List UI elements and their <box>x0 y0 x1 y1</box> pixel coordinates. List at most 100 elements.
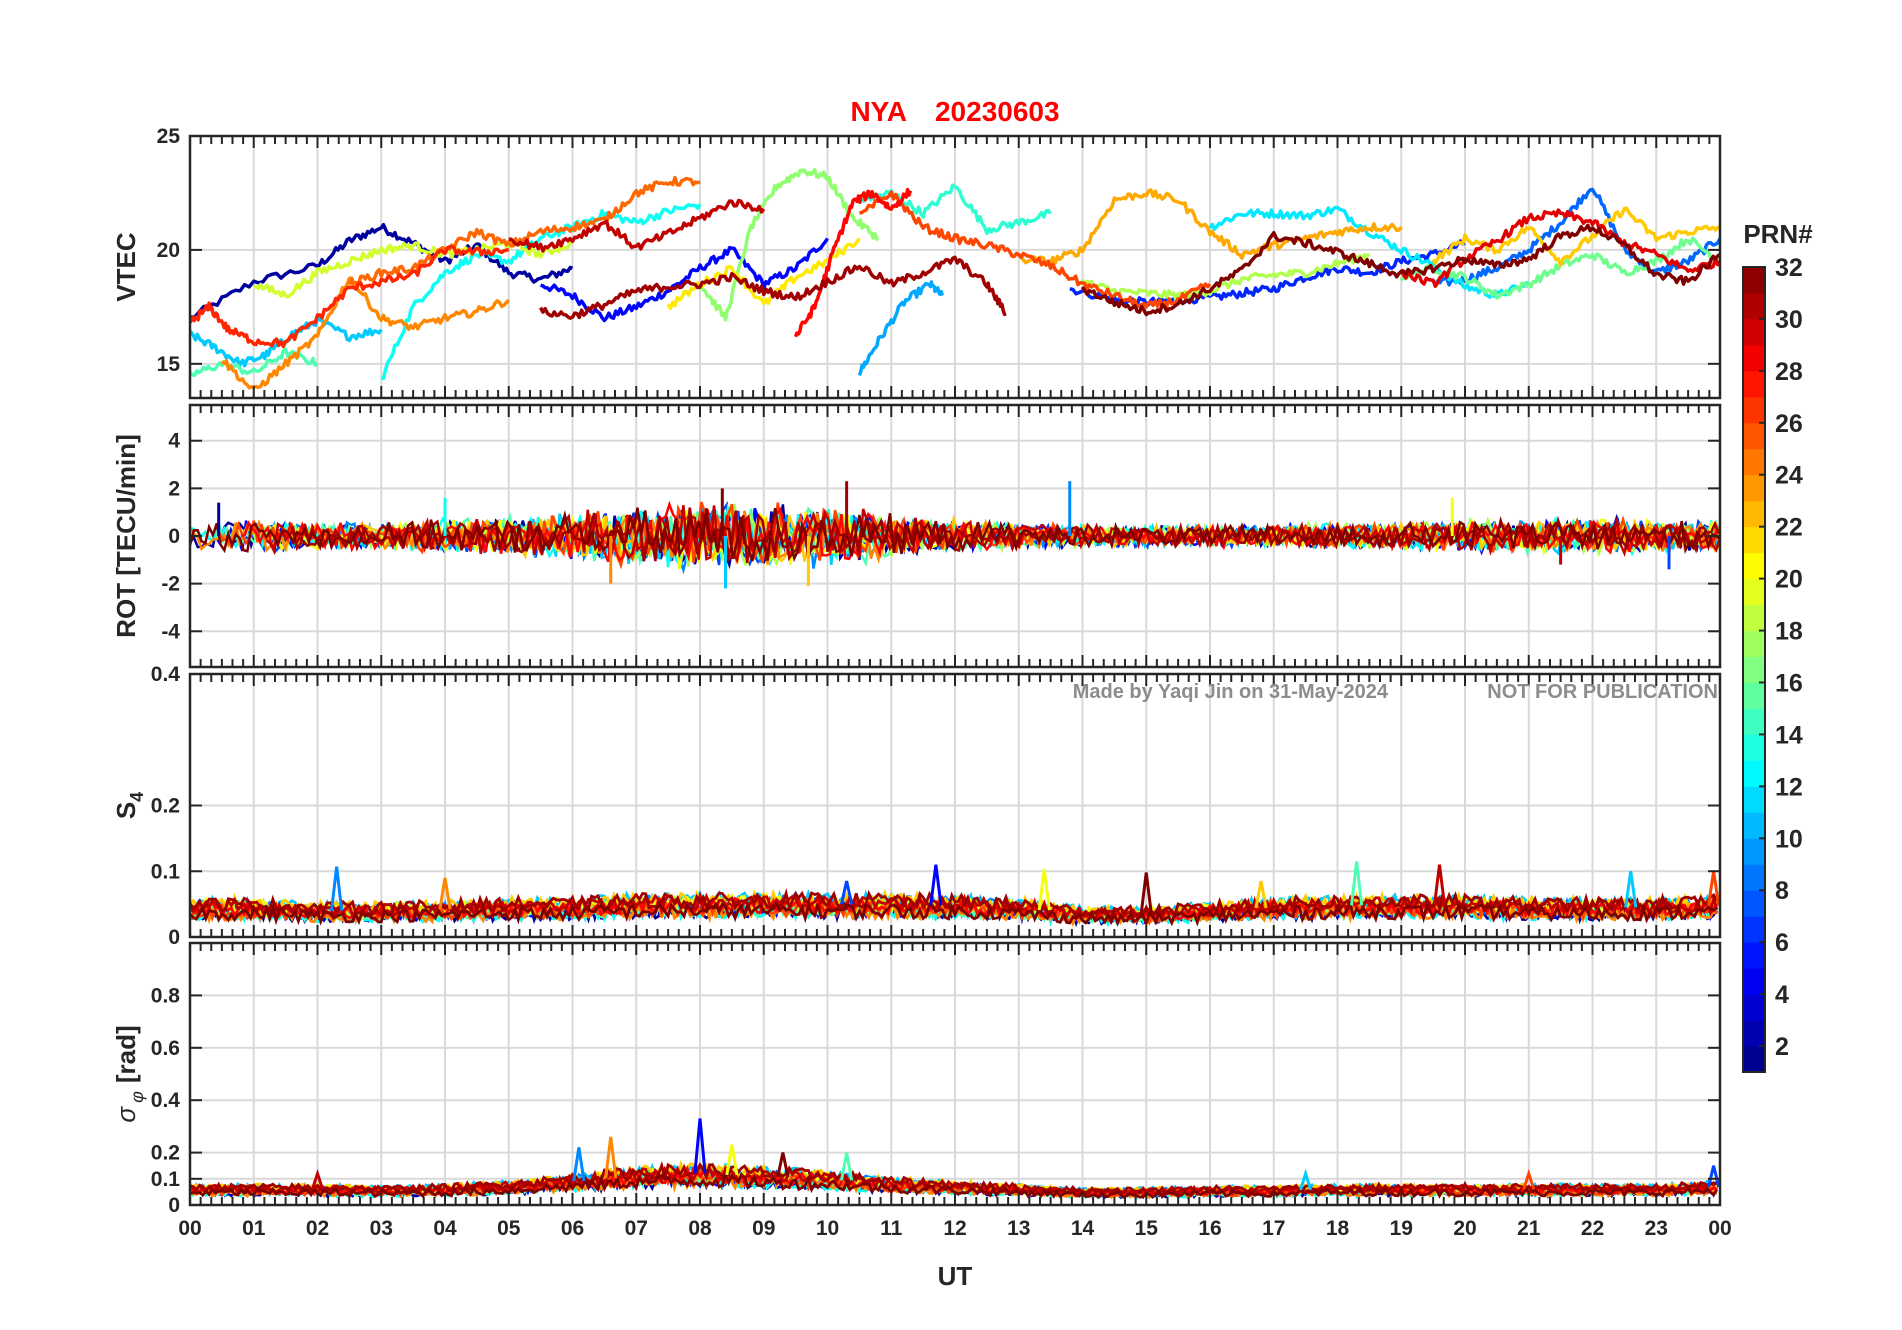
colorbar-tick-label: 10 <box>1775 825 1803 853</box>
y-tick-label-sigma_phi: 0.6 <box>151 1037 180 1060</box>
y-tick-label-rot: 4 <box>168 430 180 453</box>
sigma_phi-spike <box>840 1152 854 1181</box>
x-tick-label: 12 <box>943 1217 966 1240</box>
unit-rad: [rad] <box>111 1025 141 1083</box>
y-tick-label-sigma_phi: 0.8 <box>151 984 181 1007</box>
colorbar-tick-label: 26 <box>1775 410 1803 438</box>
colorbar-tick-label: 32 <box>1775 254 1803 282</box>
y-axis-label-rot: ROT [TECU/min] <box>111 434 141 638</box>
s4-spike <box>1037 869 1051 911</box>
x-tick-label: 07 <box>625 1217 648 1240</box>
watermark-author: Made by Yaqi Jin on 31-May-2024 <box>1073 681 1389 703</box>
title-date: 20230603 <box>935 96 1060 127</box>
x-tick-labels: 00 01 02 03 04 05 06 07 08 09 10 11 12 13 14 15 16 17 18 19… <box>178 1217 1731 1240</box>
panel-rot: -4 -2 0 2 4 ROT [TECU/min] <box>111 403 1722 669</box>
colorbar-frame <box>1742 266 1766 1073</box>
colorbar-segment <box>1743 864 1765 891</box>
colorbar-segment <box>1743 760 1765 787</box>
sigma_phi-spike <box>1707 1165 1720 1188</box>
colorbar-tick-label: 24 <box>1775 462 1803 490</box>
x-tick-label: 22 <box>1581 1217 1604 1240</box>
colorbar-tick-label: 20 <box>1775 566 1803 594</box>
sigma_phi-spike <box>310 1168 325 1190</box>
x-tick-label: 21 <box>1517 1217 1541 1240</box>
y-tick-label-vtec: 20 <box>157 239 180 262</box>
vtec-line-prn-12 <box>1208 205 1530 299</box>
vtec-line-prn-2 <box>190 222 573 319</box>
x-tick-label: 10 <box>816 1217 839 1240</box>
colorbar-segment <box>1743 370 1765 398</box>
panel-s4-ticks: 0 0.1 0.2 0.4 <box>151 663 1721 949</box>
y-tick-label-sigma_phi: 0.2 <box>151 1142 180 1165</box>
colorbar-tick-label: 6 <box>1775 929 1789 957</box>
vtec-line-prn-24 <box>220 276 511 390</box>
vtec-line-prn-27 <box>190 244 509 349</box>
sigma_phi-spike <box>604 1136 618 1179</box>
colorbar-tick-label: 30 <box>1775 306 1803 334</box>
vtec-line-prn-13 <box>381 203 702 381</box>
sigma_phi-spike <box>693 1118 707 1174</box>
y-axis-label-subscript: 4 <box>127 792 147 802</box>
x-tick-label: 16 <box>1198 1217 1221 1240</box>
colorbar-segment <box>1743 838 1765 865</box>
sigma_phi-spike <box>776 1152 790 1178</box>
colorbar-segment <box>1743 1020 1765 1047</box>
y-axis-label-sigma_phi: σφ [rad] <box>111 1025 147 1122</box>
sigma_phi-spike <box>572 1147 586 1182</box>
colorbar-segment <box>1743 682 1765 709</box>
colorbar-segment <box>1743 474 1765 502</box>
colorbar-segment <box>1743 734 1765 761</box>
colorbar-segment <box>1743 994 1765 1021</box>
colorbar-tick-label: 8 <box>1775 877 1789 905</box>
panel-vtec: 15 20 25 VTEC <box>111 125 1722 400</box>
y-tick-label-vtec: 15 <box>157 353 181 376</box>
x-tick-label: 23 <box>1645 1217 1668 1240</box>
s4-line-prn-31 <box>190 888 1719 919</box>
colorbar-segment <box>1743 578 1765 606</box>
y-tick-label-sigma_phi: 0.4 <box>151 1089 181 1112</box>
colorbar-tick-label: 22 <box>1775 514 1803 542</box>
panel-rot-ticks: -4 -2 0 2 4 <box>161 405 1721 667</box>
colorbar-segment <box>1743 292 1765 320</box>
x-tick-label: 19 <box>1390 1217 1413 1240</box>
vtec-line-prn-31 <box>539 255 1007 320</box>
colorbar-segment <box>1743 630 1765 658</box>
panel-vtec-data <box>190 168 1720 390</box>
panel-sigma_phi-ticks: 0 0.1 0.2 0.4 0.6 0.8 <box>151 943 1721 1217</box>
y-tick-label-rot: 2 <box>168 477 180 500</box>
x-tick-label: 15 <box>1135 1217 1159 1240</box>
y-tick-label-s4: 0.2 <box>151 795 180 818</box>
x-tick-label: 18 <box>1326 1217 1350 1240</box>
sigma_phi-spike <box>1299 1168 1313 1191</box>
x-axis-label: UT <box>938 1261 973 1291</box>
y-tick-label-vtec: 25 <box>157 125 181 148</box>
vtec-line-prn-30 <box>508 198 766 253</box>
panel-rot-data <box>190 481 1720 589</box>
x-tick-label: 05 <box>497 1217 521 1240</box>
panel-vtec-ticks: 15 20 25 <box>157 125 1721 398</box>
s4-spike <box>330 866 344 911</box>
colorbar-segment <box>1743 1046 1765 1073</box>
s4-spike <box>1139 872 1153 915</box>
s4-spike <box>438 877 452 910</box>
colorbar-segment <box>1743 318 1765 346</box>
vtec-line-prn-23 <box>1018 188 1403 267</box>
colorbar-tick-label: 12 <box>1775 773 1803 801</box>
panel-sigma_phi: 0 0.1 0.2 0.4 0.6 0.8 σφ [rad] <box>111 941 1722 1217</box>
y-tick-label-rot: 0 <box>168 525 180 548</box>
x-tick-label: 08 <box>688 1217 712 1240</box>
y-tick-label-sigma_phi: 0.1 <box>151 1168 181 1191</box>
s4-line-prn-32 <box>190 900 1718 928</box>
colorbar-segment <box>1743 890 1765 917</box>
x-tick-label: 14 <box>1071 1217 1095 1240</box>
vtec-line-prn-10 <box>857 280 944 377</box>
colorbar-tick-label: 4 <box>1775 981 1789 1009</box>
colorbar-segment <box>1743 500 1765 528</box>
panel-s4: 0 0.1 0.2 0.4 S4 <box>111 663 1722 949</box>
colorbar-segment <box>1743 526 1765 554</box>
y-tick-label-s4: 0 <box>168 926 180 949</box>
colorbar-title: PRN# <box>1743 219 1813 249</box>
colorbar-segment <box>1743 812 1765 839</box>
x-tick-label: 04 <box>433 1217 457 1240</box>
